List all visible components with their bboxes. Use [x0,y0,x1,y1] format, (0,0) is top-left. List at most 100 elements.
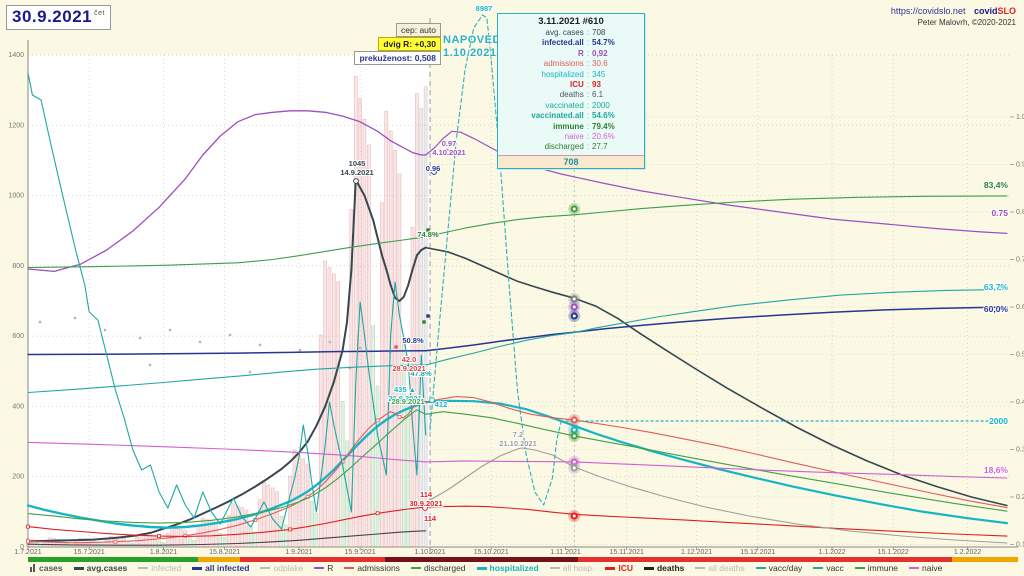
series-hospitalized-forecast [424,399,1008,525]
legend-item-naive[interactable]: naive [909,563,942,573]
legend-item-label: admissions [357,563,400,573]
sample-dot [168,328,172,332]
svg-text:412: 412 [435,400,448,409]
svg-text:1045: 1045 [349,159,366,168]
forecast-marker-ring [568,456,581,468]
svg-text:114: 114 [420,490,433,499]
panel-row-immune: immune:79.4% [553,121,615,131]
svg-text:21.10.2021: 21.10.2021 [499,439,537,448]
svg-text:15.9.2021: 15.9.2021 [345,549,376,556]
forecast-marker-ring [568,430,581,442]
svg-text:1.11.2021: 1.11.2021 [550,549,581,556]
svg-text:7.2: 7.2 [513,430,523,439]
sample-dot [73,316,77,320]
legend-item-vacc[interactable]: vacc [813,563,844,573]
control-cep[interactable]: cep: auto [396,23,441,37]
legend-swatch-icon [813,567,824,569]
annotation: 7.221.10.2021 [498,429,538,449]
annotation: 28.9.2021 [390,396,425,407]
site-url-link[interactable]: https://covidslo.net [890,6,966,16]
legend-item-admissions[interactable]: admissions [344,563,400,573]
svg-text:0.5: 0.5 [1016,352,1024,359]
annotation: 412 [434,399,449,410]
svg-text:1.2.2022: 1.2.2022 [954,549,981,556]
forecast-marker-ring [568,510,581,522]
svg-text:15.7.2021: 15.7.2021 [74,549,105,556]
svg-text:1.10.2021: 1.10.2021 [414,549,445,556]
legend-item-r[interactable]: R [314,563,333,573]
series-vacc-day-forecast-spike [429,14,562,506]
legend-swatch-icon [260,567,271,569]
legend-item-all-hosp-[interactable]: all hosp. [549,563,594,573]
annotation: 63,7% [983,281,1010,293]
control-dvig-r[interactable]: dvig R: +0,30 [378,37,441,51]
sample-dot [138,336,142,340]
svg-text:47.8%: 47.8% [410,369,432,378]
svg-text:74.8%: 74.8% [417,230,439,239]
sample-dot [358,346,362,350]
legend-item-icu[interactable]: ICU [605,563,633,573]
svg-text:83,4%: 83,4% [984,180,1009,190]
panel-row-vaccinated-all: vaccinated.all:54.6% [531,111,615,121]
series-discharged [27,409,427,524]
svg-text:4.10.2021: 4.10.2021 [432,148,465,157]
panel-row-icu: ICU:93 [569,80,601,90]
forecast-marker-ring [568,462,581,474]
forecast-marker-ring [568,293,581,305]
point-ring [444,149,450,155]
svg-text:1.12.2021: 1.12.2021 [681,549,712,556]
forecast-marker-ring [568,203,581,215]
point-square [404,339,408,343]
forecast-marker-ring [568,424,581,436]
sample-dot [298,348,302,352]
series-deaths-forecast [429,447,1008,544]
svg-text:15.11.2021: 15.11.2021 [609,549,644,556]
legend-item-hospitalized[interactable]: hospitalized [476,563,539,573]
svg-text:0.9: 0.9 [1016,162,1024,169]
timeline-strip-segment [578,557,952,562]
sample-dot [228,333,232,337]
svg-text:1.9.2021: 1.9.2021 [285,549,312,556]
author-credit: Peter Malovrh, ©2020-2021 [917,18,1016,27]
legend-item-deaths[interactable]: deaths [643,563,684,573]
svg-text:15.1.2022: 15.1.2022 [878,549,909,556]
svg-text:0.97: 0.97 [442,139,457,148]
legend-swatch-icon [192,566,203,570]
forecast-banner-date: 1.10.2021 [443,47,497,59]
legend-item-infected[interactable]: infected [138,563,181,573]
sample-dot [348,366,352,370]
svg-text:50.8%: 50.8% [402,336,424,345]
svg-text:0.75: 0.75 [991,208,1008,218]
svg-text:114: 114 [424,514,437,523]
legend-swatch-icon [909,567,920,569]
timeline-strip-segment [385,557,578,562]
panel-row-deaths: deaths:6.1 [559,90,604,100]
svg-text:1200: 1200 [8,122,24,129]
forecast-marker-ring [568,301,581,313]
series-admissions-forecast [425,396,1008,509]
annotation: 0.974.10.2021 [431,138,466,158]
legend-item-label: all infected [205,563,250,573]
series-vacc [27,364,427,394]
legend-item-immune[interactable]: immune [854,563,898,573]
control-prekuzenost[interactable]: prekuženost: 0,508 [354,51,441,65]
legend-item-discharged[interactable]: discharged [410,563,466,573]
annotation: 8987 [475,3,494,14]
legend-item-avg-cases[interactable]: avg.cases [73,563,127,573]
forecast-panel-title: 3.11.2021 #610 [538,16,604,27]
forecast-marker-ring [568,310,581,322]
legend-swatch-icon [755,567,766,569]
legend-item-odplake[interactable]: odplake [260,563,303,573]
svg-text:63,7%: 63,7% [984,282,1009,292]
legend-swatch-icon [138,567,149,569]
legend-item-all-deaths[interactable]: all deaths [695,563,745,573]
legend-item-cases[interactable]: cases [30,563,63,573]
svg-text:200: 200 [12,474,24,481]
legend-item-vacc-day[interactable]: vacc/day [755,563,802,573]
legend-swatch-icon [476,566,487,570]
point-ring [422,505,428,511]
timeline-strip-segment [952,557,1018,562]
legend-item-all-infected[interactable]: all infected [192,563,249,573]
